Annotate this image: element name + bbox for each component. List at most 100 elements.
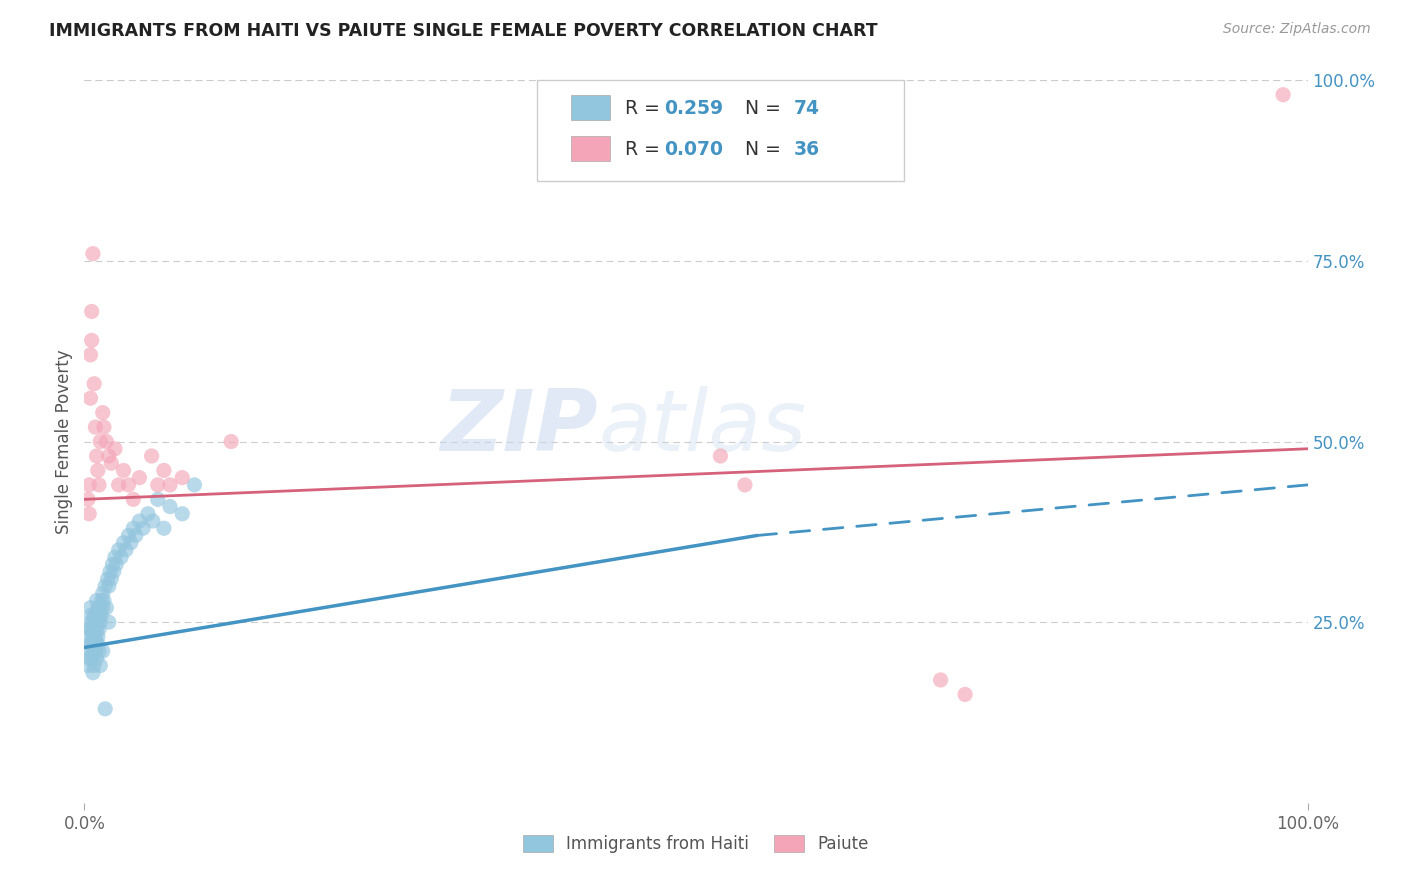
Point xyxy=(117,478,139,492)
Point xyxy=(80,607,103,622)
Point xyxy=(82,246,104,260)
Text: Source: ZipAtlas.com: Source: ZipAtlas.com xyxy=(1223,22,1371,37)
FancyBboxPatch shape xyxy=(537,80,904,181)
Point xyxy=(87,615,110,630)
Point xyxy=(87,623,110,637)
Point xyxy=(86,607,108,622)
Point xyxy=(141,449,163,463)
Point xyxy=(83,376,105,391)
Point xyxy=(83,637,105,651)
Point xyxy=(84,644,107,658)
Point xyxy=(128,514,150,528)
Point xyxy=(91,406,114,420)
Point xyxy=(104,442,127,456)
Point xyxy=(83,623,105,637)
Point xyxy=(159,500,181,514)
Point xyxy=(80,304,103,318)
Point xyxy=(91,600,114,615)
Point xyxy=(77,630,100,644)
Point xyxy=(84,615,107,630)
Point xyxy=(80,651,103,665)
Point xyxy=(110,550,132,565)
Point xyxy=(107,478,129,492)
Point xyxy=(84,630,107,644)
Point xyxy=(172,507,194,521)
Point xyxy=(80,334,103,348)
Point xyxy=(83,658,105,673)
Point xyxy=(83,607,105,622)
Point xyxy=(146,492,169,507)
Text: atlas: atlas xyxy=(598,385,806,468)
Point xyxy=(101,558,124,572)
Text: 36: 36 xyxy=(794,140,820,159)
Point xyxy=(128,470,150,484)
FancyBboxPatch shape xyxy=(571,136,610,161)
Point xyxy=(115,542,138,557)
Point xyxy=(120,535,142,549)
Point xyxy=(100,572,122,586)
Point xyxy=(929,673,952,687)
Point xyxy=(87,600,110,615)
Point xyxy=(89,615,111,630)
Point xyxy=(87,637,110,651)
Point xyxy=(89,434,111,449)
Point xyxy=(709,449,731,463)
Legend: Immigrants from Haiti, Paiute: Immigrants from Haiti, Paiute xyxy=(516,828,876,860)
Point xyxy=(86,637,108,651)
Point xyxy=(146,478,169,492)
Point xyxy=(172,470,194,484)
Point xyxy=(105,558,128,572)
Text: R =: R = xyxy=(626,99,666,119)
Point xyxy=(98,565,121,579)
Point xyxy=(87,463,110,477)
Point xyxy=(96,434,118,449)
Point xyxy=(77,492,100,507)
Point xyxy=(103,565,125,579)
Point xyxy=(79,644,101,658)
Point xyxy=(86,449,108,463)
Point xyxy=(87,644,110,658)
Point xyxy=(136,507,159,521)
Point xyxy=(79,348,101,362)
Point xyxy=(79,600,101,615)
Text: N =: N = xyxy=(733,140,786,159)
Point xyxy=(122,521,145,535)
Point xyxy=(97,572,120,586)
Point xyxy=(219,434,242,449)
Point xyxy=(93,420,115,434)
Point xyxy=(183,478,205,492)
Point xyxy=(125,528,148,542)
Point xyxy=(82,615,104,630)
Point xyxy=(153,521,176,535)
Point xyxy=(97,579,120,593)
Point xyxy=(90,593,112,607)
Text: 0.259: 0.259 xyxy=(664,99,723,119)
Point xyxy=(77,478,100,492)
Point xyxy=(159,478,181,492)
Point xyxy=(953,687,976,701)
Point xyxy=(107,542,129,557)
Point xyxy=(93,593,115,607)
Point xyxy=(79,615,101,630)
Point xyxy=(79,637,101,651)
Point xyxy=(82,644,104,658)
Point xyxy=(94,579,117,593)
Point xyxy=(87,630,110,644)
Point xyxy=(100,456,122,470)
Y-axis label: Single Female Poverty: Single Female Poverty xyxy=(55,350,73,533)
Point xyxy=(89,600,111,615)
Point xyxy=(1272,87,1295,102)
Text: N =: N = xyxy=(733,99,786,119)
Point xyxy=(97,615,120,630)
Point xyxy=(82,665,104,680)
Text: IMMIGRANTS FROM HAITI VS PAIUTE SINGLE FEMALE POVERTY CORRELATION CHART: IMMIGRANTS FROM HAITI VS PAIUTE SINGLE F… xyxy=(49,22,877,40)
Text: 74: 74 xyxy=(794,99,820,119)
Point xyxy=(87,478,110,492)
Point xyxy=(91,644,114,658)
Point xyxy=(84,644,107,658)
Point xyxy=(104,550,127,565)
Point xyxy=(80,623,103,637)
Point xyxy=(77,651,100,665)
Point xyxy=(734,478,756,492)
Point xyxy=(117,528,139,542)
